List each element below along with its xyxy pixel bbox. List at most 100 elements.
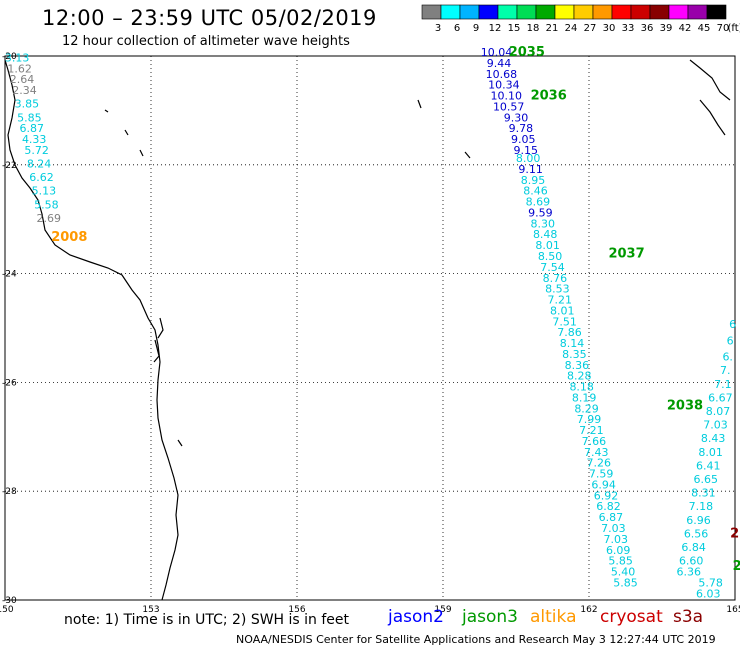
legend-label: 36 (641, 23, 654, 34)
swh-value: 5.78 (698, 576, 723, 589)
swh-value: 7.03 (601, 522, 626, 535)
legend-label: 12 (489, 23, 502, 34)
swh-value: 8.18 (569, 381, 594, 394)
swh-value: 6.60 (679, 555, 704, 568)
legend-label: 30 (603, 23, 616, 34)
coastline-nc-1 (689, 59, 731, 101)
swh-value: 10.10 (491, 90, 523, 103)
swh-value: 1.62 (7, 62, 32, 75)
legend-swatch (706, 4, 727, 20)
coastline-vanuatu-1 (417, 99, 422, 109)
swh-value: 7.59 (589, 468, 614, 481)
mission-cryosat: cryosat (600, 607, 663, 627)
swh-value: 3.13 (5, 51, 30, 64)
lat-tick-label: -28 (2, 487, 17, 497)
swh-value: 6.87 (599, 511, 624, 524)
lon-tick-label: 165 (726, 605, 740, 615)
legend-label: 33 (622, 23, 635, 34)
swh-value: 7.99 (577, 413, 602, 426)
legend-label: 18 (527, 23, 540, 34)
swh-value: 10.57 (493, 100, 525, 113)
coastline-island-2 (153, 339, 160, 363)
swh-value: 5.40 (611, 566, 636, 579)
swh-value: 9.30 (504, 111, 529, 124)
swh-value: 8.00 (516, 152, 541, 165)
mission-s3a: s3a (673, 607, 704, 627)
coastline-reef-2 (124, 129, 129, 136)
legend-label: 27 (584, 23, 597, 34)
swh-value: 6.03 (696, 587, 721, 600)
pass-label: 2035 (509, 45, 545, 60)
swh-value: 8.07 (706, 405, 731, 418)
axis-labels: 150 153 156 159 162 165 -20 -22 -24 -26 -28 -30 (0, 52, 740, 615)
satellite-tracks: 3.131.622.642.343.855.856.874.335.728.24… (5, 46, 736, 600)
lon-tick-label: 153 (142, 605, 159, 615)
legend-label: 9 (473, 23, 479, 34)
swh-value: 7.43 (584, 446, 609, 459)
swh-value: 6.41 (696, 459, 721, 472)
swh-value: 6. (722, 351, 733, 364)
swh-value: 8.35 (562, 348, 587, 361)
pass-label: 2 (733, 559, 740, 574)
track-jason-main: 10.049.4410.6810.3410.1010.579.309.789.0… (481, 46, 638, 589)
mission-altika: altika (530, 607, 577, 627)
map-subtitle: 12 hour collection of altimeter wave hei… (62, 34, 350, 49)
coastline (4, 59, 731, 601)
legend-unit: (ft) (727, 23, 740, 34)
swh-value: 8.30 (531, 217, 556, 230)
swh-value: 8.01 (698, 446, 723, 459)
swh-value: 4.33 (22, 133, 47, 146)
swh-value: 8.28 (567, 370, 592, 383)
swh-value: 10.68 (486, 68, 518, 81)
swh-value: 7.21 (548, 294, 573, 307)
swh-value: 10.34 (488, 79, 520, 92)
swh-value: 7.66 (582, 435, 607, 448)
swh-value: 9.44 (487, 57, 512, 70)
swh-value: 8.01 (550, 304, 575, 317)
pass-label: 2037 (608, 246, 644, 261)
swh-value: 6.62 (29, 171, 54, 184)
swh-value: 5.72 (24, 144, 49, 157)
legend-label: 3 (435, 23, 441, 34)
swh-value: 10.04 (481, 46, 513, 59)
swh-value: 2.69 (37, 212, 62, 225)
lat-lon-grid (4, 55, 736, 601)
swh-value: 8.19 (572, 391, 597, 404)
legend-label: 24 (565, 23, 578, 34)
swh-value: 5.85 (608, 555, 633, 568)
swh-value: 6.84 (681, 541, 706, 554)
coastline-reef-3 (139, 149, 144, 157)
swh-value: 7.51 (552, 315, 577, 328)
swh-value: 8.29 (574, 402, 599, 415)
pass-label: 2008 (51, 230, 87, 245)
swh-value: 7. (720, 364, 731, 377)
swh-value: 8.95 (521, 174, 546, 187)
swh-value: 8.46 (523, 185, 548, 198)
swh-value: 8.36 (565, 359, 590, 372)
swh-value: 8.69 (526, 196, 551, 209)
swh-value: 6.96 (686, 514, 711, 527)
lat-tick-label: -22 (2, 161, 17, 171)
lat-tick-label: -26 (2, 378, 17, 388)
swh-value: 3.85 (15, 98, 40, 111)
swh-value: 7.03 (703, 419, 728, 432)
lon-tick-label: 150 (0, 605, 14, 615)
swh-value: 8.53 (545, 283, 570, 296)
legend-label: 42 (679, 23, 692, 34)
swh-value: 7.86 (557, 326, 582, 339)
track-altika-west: 3.131.622.642.343.855.856.874.335.728.24… (5, 51, 61, 224)
swh-value: 7.1 (714, 378, 732, 391)
coastline-reef-4 (177, 439, 183, 447)
pass-labels: 20352036203720382008222 (51, 45, 740, 574)
legend-label: 21 (546, 23, 559, 34)
swh-value: 6.56 (684, 527, 709, 540)
legend-label: 45 (698, 23, 711, 34)
swh-value: 6.67 (708, 391, 733, 404)
swh-value: 8.31 (691, 487, 716, 500)
swh-value: 8.01 (535, 239, 560, 252)
coastline-nc-2 (699, 99, 726, 136)
legend-label: 39 (660, 23, 673, 34)
swh-value: 8.76 (543, 272, 568, 285)
